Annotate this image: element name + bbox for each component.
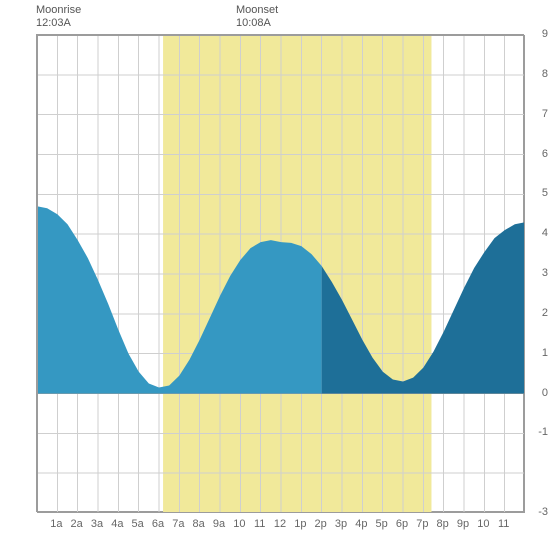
x-tick-label: 11: [254, 518, 265, 530]
x-tick-label: 6a: [152, 518, 164, 530]
y-tick-label: 3: [528, 267, 548, 279]
x-tick-label: 11: [498, 518, 509, 530]
x-tick-label: 3p: [335, 518, 347, 530]
moonset-label: Moonset 10:08A: [236, 4, 278, 30]
x-tick-label: 1p: [294, 518, 306, 530]
x-tick-label: 12: [274, 518, 286, 530]
x-tick-label: 5p: [376, 518, 388, 530]
y-tick-label: 8: [528, 68, 548, 80]
x-tick-label: 4a: [111, 518, 123, 530]
y-tick-label: -1: [528, 426, 548, 438]
x-tick-label: 9p: [457, 518, 469, 530]
y-tick-label: 1: [528, 347, 548, 359]
x-tick-label: 2a: [71, 518, 83, 530]
moonrise-label: Moonrise 12:03A: [36, 4, 81, 30]
x-tick-label: 10: [233, 518, 245, 530]
y-tick-label: 2: [528, 307, 548, 319]
x-tick-label: 4p: [355, 518, 367, 530]
moonrise-time: 12:03A: [36, 17, 81, 30]
y-tick-label: 7: [528, 108, 548, 120]
plot-area: [36, 34, 524, 512]
y-tick-label: -3: [528, 506, 548, 518]
moonrise-title: Moonrise: [36, 4, 81, 17]
x-tick-label: 7p: [416, 518, 428, 530]
x-tick-label: 10: [477, 518, 489, 530]
moonset-time: 10:08A: [236, 17, 278, 30]
x-tick-label: 2p: [315, 518, 327, 530]
y-tick-label: 9: [528, 28, 548, 40]
y-tick-label: 0: [528, 387, 548, 399]
moonset-title: Moonset: [236, 4, 278, 17]
y-tick-label: 5: [528, 187, 548, 199]
y-tick-label: 4: [528, 227, 548, 239]
x-axis: 1a 2a 3a 4a 5a 6a 7a 8a 9a 10 11 12 1p 2p 3p 4p 5p 6p 7p 8p…: [36, 518, 524, 534]
x-tick-label: 7a: [172, 518, 184, 530]
y-axis: -3-10123456789: [528, 34, 548, 512]
tide-chart: Moonrise 12:03A Moonset 10:08A -3-101234…: [0, 0, 550, 550]
x-tick-label: 8p: [437, 518, 449, 530]
x-tick-label: 3a: [91, 518, 103, 530]
x-tick-label: 6p: [396, 518, 408, 530]
y-tick-label: 6: [528, 148, 548, 160]
x-tick-label: 1a: [50, 518, 62, 530]
x-tick-label: 8a: [193, 518, 205, 530]
plot-svg: [37, 35, 525, 513]
x-tick-label: 5a: [132, 518, 144, 530]
x-tick-label: 9a: [213, 518, 225, 530]
